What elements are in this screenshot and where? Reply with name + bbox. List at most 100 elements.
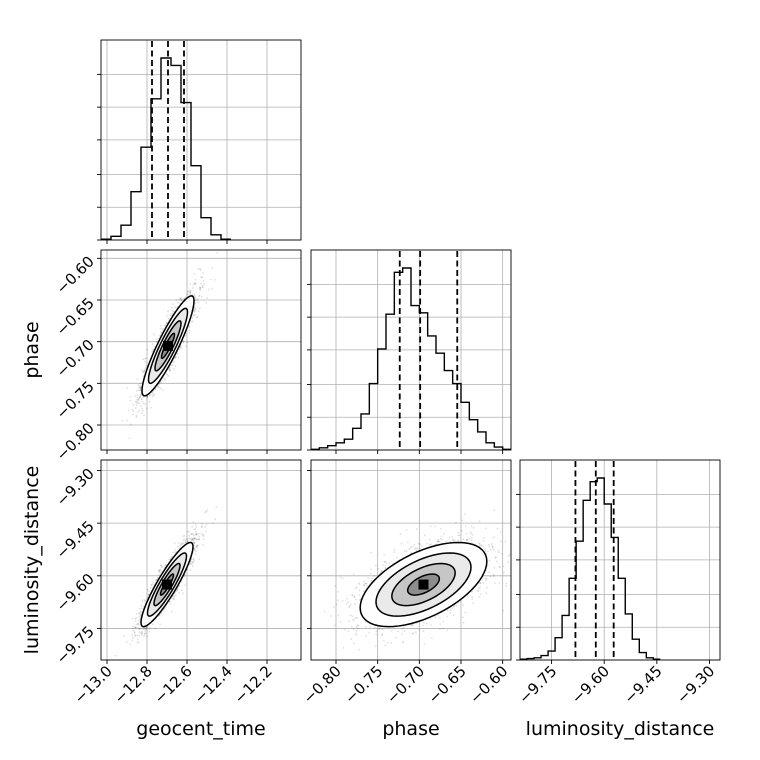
sample-point — [138, 634, 141, 637]
sample-point — [202, 538, 205, 541]
sample-point — [159, 623, 161, 626]
sample-point — [141, 631, 144, 634]
sample-point — [138, 615, 141, 618]
sample-point — [181, 542, 184, 544]
sample-point — [205, 510, 208, 513]
sample-point — [125, 419, 128, 422]
sample-point — [194, 537, 197, 540]
contour-line — [141, 295, 195, 397]
sample-point — [138, 611, 140, 614]
histogram-geocent-time — [97, 39, 302, 244]
sample-point — [160, 612, 163, 615]
sample-point — [164, 324, 167, 327]
sample-point — [131, 617, 134, 620]
sample-point — [140, 604, 143, 607]
sample-point — [134, 400, 137, 403]
sample-point — [183, 538, 186, 541]
sample-point — [136, 623, 139, 625]
sample-point — [143, 370, 146, 373]
sample-point — [139, 386, 142, 388]
sample-point — [198, 286, 201, 289]
sample-point — [143, 599, 146, 601]
sample-point — [205, 523, 208, 526]
sample-point — [189, 293, 192, 296]
sample-point — [140, 405, 142, 407]
sample-point — [196, 316, 199, 319]
sample-point — [169, 314, 172, 317]
sample-point — [181, 543, 184, 546]
sample-point — [175, 589, 178, 592]
sample-point — [196, 316, 198, 319]
sample-point — [159, 387, 162, 390]
sample-point — [139, 396, 142, 399]
sample-point — [205, 301, 207, 304]
sample-point — [191, 317, 194, 320]
sample-point — [174, 549, 177, 552]
sample-point — [138, 402, 141, 405]
sample-point — [182, 340, 185, 343]
joint-content — [114, 506, 218, 657]
sample-point — [137, 622, 140, 625]
sample-point — [193, 528, 196, 531]
sample-point — [174, 356, 177, 359]
sample-point — [200, 282, 202, 285]
sample-point — [144, 630, 147, 633]
sample-point — [164, 325, 166, 327]
panel-frame — [310, 249, 512, 451]
sample-point — [194, 296, 197, 299]
sample-point — [152, 333, 155, 336]
sample-point — [143, 633, 146, 636]
sample-point — [165, 322, 168, 325]
sample-point — [192, 538, 194, 541]
sample-point — [139, 617, 141, 620]
sample-point — [134, 620, 137, 622]
sample-point — [143, 371, 145, 374]
sample-point — [139, 632, 142, 635]
sample-point — [139, 382, 142, 385]
sample-point — [201, 284, 204, 287]
sample-point — [199, 267, 202, 270]
sample-point — [139, 389, 142, 392]
sample-point — [163, 610, 165, 613]
y-tick-label: −0.80 — [53, 419, 98, 464]
sample-point — [189, 282, 192, 285]
sample-point — [133, 630, 136, 633]
sample-point — [137, 399, 140, 402]
sample-point — [145, 362, 148, 364]
sample-point — [140, 393, 142, 396]
sample-point — [191, 533, 194, 535]
sample-point — [161, 379, 164, 381]
sample-point — [140, 369, 143, 372]
sample-point — [172, 303, 175, 306]
sample-point — [211, 267, 214, 270]
sample-point — [172, 596, 175, 598]
sample-point — [194, 533, 197, 536]
sample-point — [144, 632, 147, 635]
sample-point — [160, 564, 163, 567]
histogram-step — [520, 477, 661, 660]
sample-point — [201, 286, 204, 289]
sample-point — [166, 373, 168, 375]
y-tick-label: −0.70 — [53, 336, 98, 381]
sample-point — [191, 525, 194, 528]
sample-point — [126, 387, 128, 389]
sample-point — [141, 409, 144, 412]
sample-point — [186, 538, 188, 541]
sample-point — [145, 626, 148, 629]
sample-point — [160, 381, 163, 384]
sample-point — [197, 538, 199, 541]
sample-point — [206, 297, 208, 299]
sample-point — [187, 293, 190, 296]
sample-point — [168, 600, 171, 603]
sample-point — [166, 314, 168, 317]
sample-point — [135, 402, 138, 405]
sample-point — [192, 561, 194, 564]
sample-point — [138, 631, 141, 633]
sample-point — [132, 413, 135, 416]
sample-point — [190, 321, 193, 323]
sample-point — [194, 299, 197, 302]
sample-point — [195, 533, 198, 536]
sample-point — [179, 297, 182, 299]
sample-point — [176, 352, 178, 355]
sample-point — [182, 340, 185, 342]
